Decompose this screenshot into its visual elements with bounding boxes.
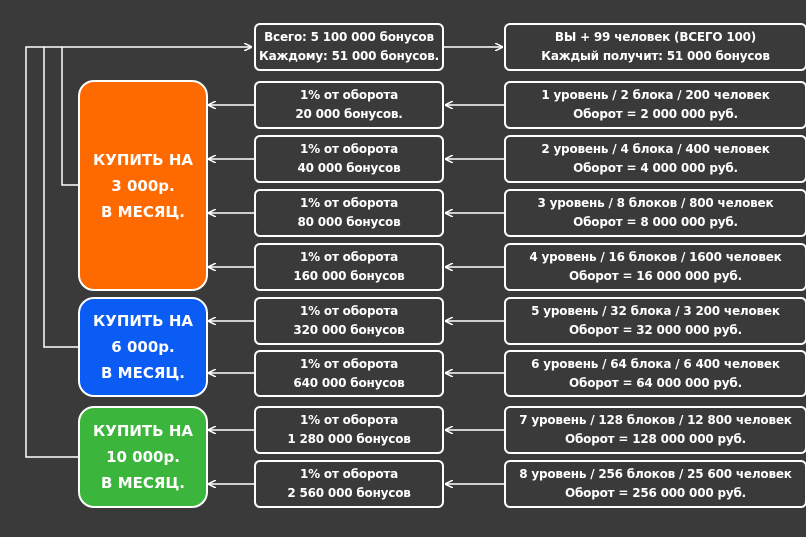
bonus-amount: 160 000 бонусов: [293, 269, 405, 283]
level-turnover: Оборот = 32 000 000 руб.: [569, 323, 742, 337]
bonus-percent: 1% от оборота: [299, 196, 399, 210]
loop-line-plan-3000: [61, 47, 78, 186]
bonus-box-4: 1% от оборота 160 000 бонусов: [254, 243, 444, 291]
level-turnover: Оборот = 4 000 000 руб.: [573, 161, 738, 175]
bonus-percent: 1% от оборота: [299, 250, 399, 264]
level-box-6: 6 уровень / 64 блока / 6 400 человек Обо…: [504, 350, 806, 397]
bonus-box-6: 1% от оборота 640 000 бонусов: [254, 350, 444, 397]
plan-3000: КУПИТЬ НА 3 000р. В МЕСЯЦ.: [78, 80, 208, 291]
bonus-percent: 1% от оборота: [299, 88, 399, 102]
bonus-box-5: 1% от оборота 320 000 бонусов: [254, 297, 444, 345]
level-turnover: Оборот = 2 000 000 руб.: [573, 107, 738, 121]
level-box-8: 8 уровень / 256 блоков / 25 600 человек …: [504, 460, 806, 508]
summary-result-box: ВЫ + 99 человек (ВСЕГО 100) Каждый получ…: [504, 23, 806, 71]
plan-10000: КУПИТЬ НА 10 000р. В МЕСЯЦ.: [78, 406, 208, 508]
level-turnover: Оборот = 16 000 000 руб.: [569, 269, 742, 283]
bonus-box-8: 1% от оборота 2 560 000 бонусов: [254, 460, 444, 508]
bonus-amount: 1 280 000 бонусов: [287, 432, 411, 446]
bonus-amount: 20 000 бонусов.: [295, 107, 403, 121]
plan-period: В МЕСЯЦ.: [100, 364, 185, 382]
bonus-box-3: 1% от оборота 80 000 бонусов: [254, 189, 444, 237]
level-info: 6 уровень / 64 блока / 6 400 человек: [531, 356, 780, 371]
level-turnover: Оборот = 8 000 000 руб.: [573, 215, 738, 229]
bonus-box-2: 1% от оборота 40 000 бонусов: [254, 135, 444, 183]
bonus-percent: 1% от оборота: [299, 467, 399, 481]
bonus-amount: 40 000 бонусов: [297, 161, 401, 175]
level-info: 5 уровень / 32 блока / 3 200 человек: [531, 304, 780, 318]
loop-line-plan-6000: [43, 47, 78, 348]
bonus-amount: 80 000 бонусов: [297, 215, 401, 229]
level-info: 8 уровень / 256 блоков / 25 600 человек: [519, 467, 792, 481]
level-box-5: 5 уровень / 32 блока / 3 200 человек Обо…: [504, 297, 806, 345]
plan-period: В МЕСЯЦ.: [100, 202, 185, 221]
bonus-percent: 1% от оборота: [299, 356, 399, 371]
summary-total-box: Всего: 5 100 000 бонусов Каждому: 51 000…: [254, 23, 444, 71]
level-turnover: Оборот = 64 000 000 руб.: [569, 375, 742, 390]
level-turnover: Оборот = 128 000 000 руб.: [564, 432, 747, 446]
plan-price: 3 000р.: [111, 176, 175, 195]
summary-each-gets: Каждый получит: 51 000 бонусов: [541, 49, 770, 63]
bonus-box-7: 1% от оборота 1 280 000 бонусов: [254, 406, 444, 454]
plan-price: 10 000р.: [106, 448, 180, 466]
plan-label: КУПИТЬ НА: [93, 150, 193, 169]
level-turnover: Оборот = 256 000 000 руб.: [564, 486, 747, 500]
level-info: 1 уровень / 2 блока / 200 человек: [541, 88, 770, 102]
summary-total: Всего: 5 100 000 бонусов: [264, 30, 434, 44]
plan-price: 6 000р.: [111, 338, 175, 356]
level-box-2: 2 уровень / 4 блока / 400 человек Оборот…: [504, 135, 806, 183]
level-info: 2 уровень / 4 блока / 400 человек: [541, 142, 770, 156]
plan-label: КУПИТЬ НА: [93, 422, 193, 440]
level-info: 3 уровень / 8 блоков / 800 человек: [537, 196, 774, 210]
level-box-7: 7 уровень / 128 блоков / 12 800 человек …: [504, 406, 806, 454]
level-info: 4 уровень / 16 блоков / 1600 человек: [529, 250, 782, 264]
bonus-percent: 1% от оборота: [299, 142, 399, 156]
level-info: 7 уровень / 128 блоков / 12 800 человек: [519, 413, 792, 427]
bonus-box-1: 1% от оборота 20 000 бонусов.: [254, 81, 444, 129]
level-box-3: 3 уровень / 8 блоков / 800 человек Оборо…: [504, 189, 806, 237]
level-box-1: 1 уровень / 2 блока / 200 человек Оборот…: [504, 81, 806, 129]
summary-each: Каждому: 51 000 бонусов.: [259, 49, 439, 63]
bonus-amount: 640 000 бонусов: [293, 375, 405, 390]
level-box-4: 4 уровень / 16 блоков / 1600 человек Обо…: [504, 243, 806, 291]
bonus-amount: 320 000 бонусов: [293, 323, 405, 337]
bonus-percent: 1% от оборота: [299, 304, 399, 318]
plan-period: В МЕСЯЦ.: [100, 474, 185, 492]
bonus-amount: 2 560 000 бонусов: [287, 486, 411, 500]
plan-label: КУПИТЬ НА: [93, 312, 193, 330]
plan-6000: КУПИТЬ НА 6 000р. В МЕСЯЦ.: [78, 297, 208, 397]
bonus-percent: 1% от оборота: [299, 413, 399, 427]
loop-line-plan-10000: [25, 47, 251, 458]
summary-people: ВЫ + 99 человек (ВСЕГО 100): [554, 30, 757, 44]
